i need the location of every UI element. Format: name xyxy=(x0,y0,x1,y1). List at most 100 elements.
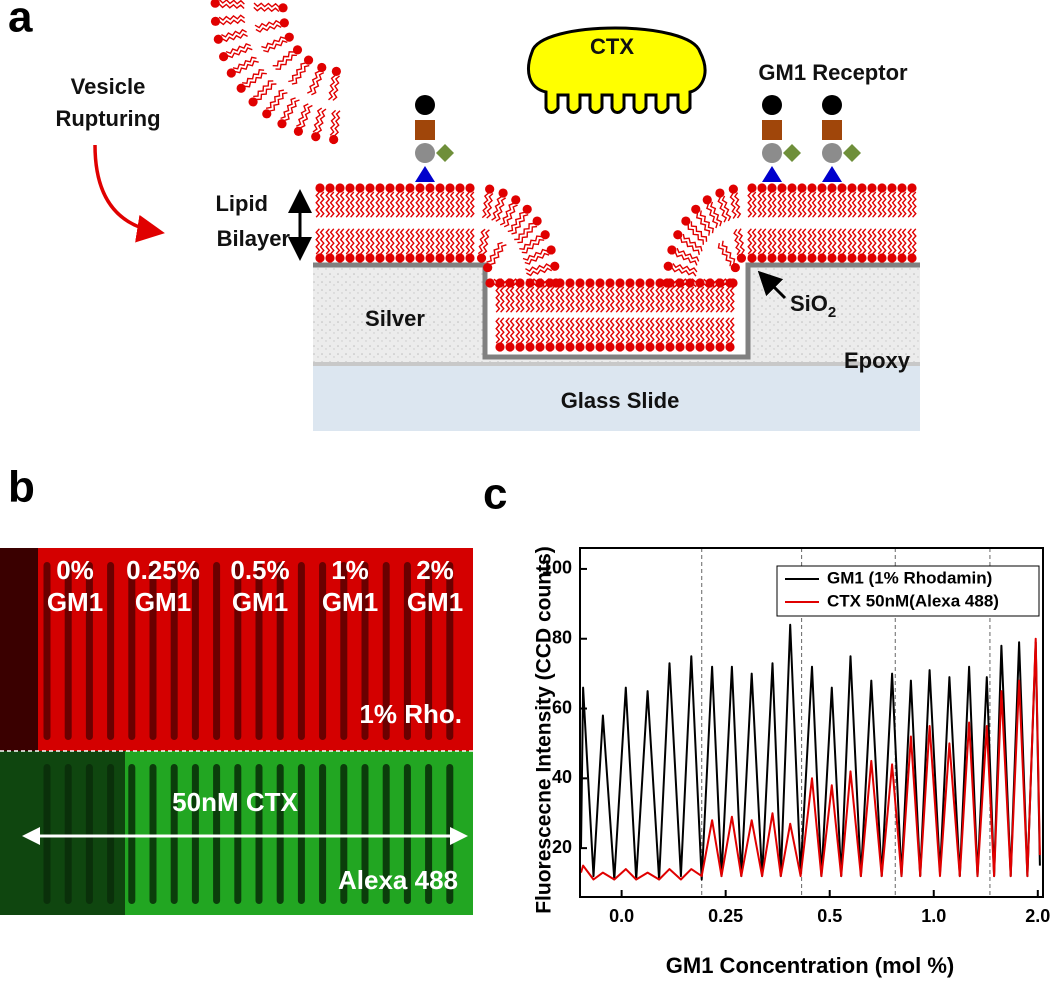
lipid xyxy=(807,228,817,263)
lipid-tail xyxy=(847,191,853,218)
lipid-tail xyxy=(379,228,385,255)
lipid xyxy=(733,228,747,263)
lipid-head xyxy=(355,253,365,263)
lipid-tail xyxy=(339,191,345,218)
lipid-tail xyxy=(545,317,551,344)
green-image-dim xyxy=(0,751,125,915)
lipid-head xyxy=(675,342,685,352)
red-stripe xyxy=(255,562,263,740)
lipid xyxy=(365,183,375,218)
sio2-label: SiO2 xyxy=(790,291,836,321)
lipid xyxy=(277,97,300,129)
lipid-tail xyxy=(689,317,695,344)
receptor-sugar xyxy=(436,144,454,162)
lipid-head xyxy=(847,253,857,263)
lipid-tail xyxy=(329,228,335,255)
lipid xyxy=(897,183,907,218)
lipid-tail xyxy=(359,191,365,218)
lipid-tail xyxy=(655,317,661,344)
lipid-tail xyxy=(517,225,538,244)
lipid-tail xyxy=(721,195,732,222)
lipid-tail xyxy=(649,286,655,313)
lipid-tail xyxy=(555,286,561,313)
lipid-tail xyxy=(615,317,621,344)
receptor-label: GM1 Receptor xyxy=(758,60,908,85)
receptor-anchor xyxy=(822,166,842,182)
lipid-tail xyxy=(721,240,736,265)
y-axis-label: Fluorescecne Intensity (CCD counts) xyxy=(533,546,556,914)
lipid xyxy=(907,183,917,218)
lipid-head xyxy=(335,183,345,193)
receptors xyxy=(415,95,861,182)
lipid-head xyxy=(335,253,345,263)
lipid-tail xyxy=(253,80,274,98)
legend-label: CTX 50nM(Alexa 488) xyxy=(827,591,999,610)
lipid-tail xyxy=(300,104,313,129)
lipid-tail xyxy=(503,204,518,228)
lipid xyxy=(635,278,645,313)
lipid-head xyxy=(730,262,740,273)
lipid-head xyxy=(797,253,807,263)
lipid-tail xyxy=(399,191,405,218)
lipid xyxy=(415,183,425,218)
lipid xyxy=(485,278,520,288)
lipid-tail xyxy=(751,228,757,255)
receptor-anchor xyxy=(762,166,782,182)
lipid-tail xyxy=(645,286,651,313)
lipid xyxy=(715,317,725,352)
lipid-tail xyxy=(791,191,797,218)
red-stripe xyxy=(64,562,72,740)
lipid-tail xyxy=(315,228,321,255)
lipid-tail xyxy=(389,228,395,255)
lipid-tail xyxy=(526,282,553,288)
lane-name: GM1 xyxy=(407,587,463,617)
lipid xyxy=(787,228,797,263)
lipid xyxy=(575,317,585,352)
green-stripe xyxy=(43,764,51,904)
lipid-head xyxy=(317,62,327,73)
lipid xyxy=(254,18,289,33)
lipid-head xyxy=(415,183,425,193)
lipid xyxy=(507,204,532,235)
lipid-head xyxy=(827,183,837,193)
lipid-tail xyxy=(565,286,571,313)
lipid-tail xyxy=(232,56,257,70)
lipid-head xyxy=(210,0,220,8)
lipid xyxy=(797,183,807,218)
lipid-tail xyxy=(699,210,714,234)
lipid xyxy=(288,55,314,85)
lipid xyxy=(328,66,341,101)
lipid-tail xyxy=(365,191,371,218)
lipid-head xyxy=(615,278,625,288)
lipid xyxy=(345,228,355,263)
lipid-tail xyxy=(645,317,651,344)
panel-a: a CTX GM1 Receptor Vesicle Rupturing Lip… xyxy=(8,0,920,431)
lipid xyxy=(395,183,405,218)
lipid-tail xyxy=(525,286,531,313)
x-axis-label: GM1 Concentration (mol %) xyxy=(666,953,954,978)
red-stripe xyxy=(425,562,433,740)
lipid-head xyxy=(605,342,615,352)
lipid-tail xyxy=(575,286,581,313)
lipid-tail xyxy=(459,228,465,255)
lipid-tail xyxy=(389,191,395,218)
lipid xyxy=(907,228,917,263)
lipid xyxy=(522,245,556,265)
lipid-head xyxy=(515,342,525,352)
lipid-tail xyxy=(585,286,591,313)
lipid xyxy=(445,183,455,218)
lipid-tail xyxy=(514,222,534,241)
lipid-head xyxy=(248,97,258,107)
lipid-head xyxy=(483,262,493,273)
lipid xyxy=(615,317,625,352)
lipid-tail xyxy=(706,203,719,229)
lipid-head xyxy=(685,342,695,352)
lipid-tail xyxy=(787,228,793,255)
receptor-sugar xyxy=(415,120,435,140)
lipid-tail xyxy=(490,244,507,266)
lipid xyxy=(261,32,294,53)
lipid-head xyxy=(595,342,605,352)
lipid-tail xyxy=(263,40,288,53)
lipid-tail xyxy=(222,33,248,43)
lipid-tail xyxy=(695,286,701,313)
